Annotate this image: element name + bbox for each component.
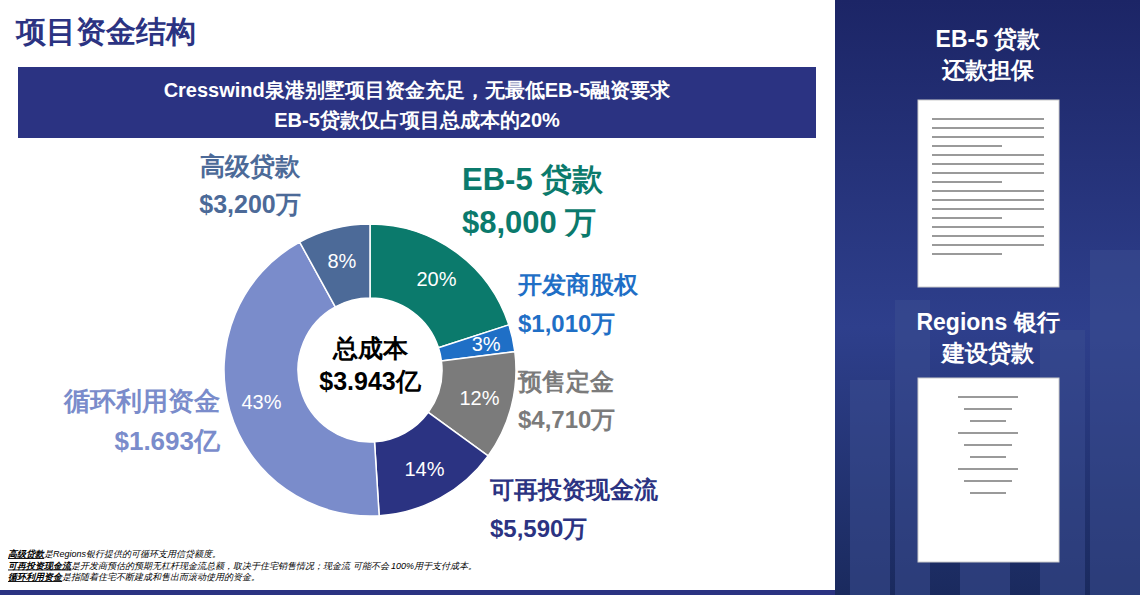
document-line: [932, 163, 1044, 165]
document-line: [932, 208, 1044, 210]
panel-heading: Regions 银行: [916, 309, 1059, 335]
donut-slice: [300, 224, 370, 307]
amount-label: $5,590万: [490, 515, 587, 542]
document-line: [970, 420, 1006, 422]
document-line: [932, 145, 1002, 147]
category-label: EB-5 贷款: [462, 162, 604, 197]
document-line: [958, 396, 1018, 398]
document-thumbnail: [918, 100, 1059, 287]
document-line: [932, 181, 1002, 183]
footnote: 循环利用资金是指随着住宅不断建成和售出而滚动使用的资金。: [8, 572, 260, 582]
footnote-text: 是指随着住宅不断建成和售出而滚动使用的资金。: [62, 572, 260, 582]
document-line: [964, 444, 1012, 446]
skyline: [1090, 250, 1140, 595]
banner: [18, 67, 816, 138]
document-line: [932, 190, 1044, 192]
footnote-term: 高级贷款: [8, 549, 45, 559]
percent-label: 20%: [416, 268, 456, 290]
center-label: 总成本: [332, 334, 409, 362]
percent-label: 14%: [404, 458, 444, 480]
percent-label: 3%: [472, 333, 501, 355]
document-line: [964, 408, 1012, 410]
percent-label: 12%: [459, 387, 499, 409]
category-label: 开发商股权: [517, 271, 639, 298]
footnote-term: 循环利用资金: [8, 572, 64, 582]
amount-label: $3,200万: [199, 190, 300, 218]
document-line: [958, 468, 1018, 470]
category-label: 可再投资现金流: [489, 476, 659, 503]
banner-text: EB-5贷款仅占项目总成本的20%: [274, 109, 560, 131]
document-line: [964, 480, 1012, 482]
footnote-text: 是开发商预估的预期无杠杆现金流总额，取决于住宅销售情况；现金流 可能不会 100…: [71, 561, 477, 571]
footnote: 高级贷款是Regions银行提供的可循环支用信贷额度。: [8, 549, 221, 559]
document-line: [932, 172, 1044, 174]
category-label: 预售定金: [517, 368, 614, 395]
panel-heading: EB-5 贷款: [936, 26, 1042, 52]
document-line: [970, 492, 1006, 494]
document-line: [932, 253, 1002, 255]
center-value: $3.943亿: [319, 367, 421, 395]
document-line: [932, 235, 1044, 237]
percent-label: 8%: [327, 250, 356, 272]
panel-heading: 建设贷款: [940, 340, 1035, 366]
footnote: 可再投资现金流是开发商预估的预期无杠杆现金流总额，取决于住宅销售情况；现金流 可…: [8, 561, 477, 571]
document-line: [932, 244, 1044, 246]
bottom-bar: [0, 590, 835, 595]
percent-label: 43%: [241, 391, 281, 413]
document-line: [932, 217, 1002, 219]
document-line: [958, 432, 1018, 434]
donut: [224, 224, 516, 516]
document-line: [932, 154, 1044, 156]
amount-label: $1,010万: [518, 310, 615, 337]
document-line: [932, 136, 1044, 138]
amount-label: $1.693亿: [114, 426, 221, 456]
footnote-text: 是Regions银行提供的可循环支用信贷额度。: [44, 549, 221, 559]
footnote-term: 可再投资现金流: [8, 561, 73, 571]
slide: 项目资金结构 Cresswind泉港别墅项目资金充足，无最低EB-5融资要求 EB-…: [0, 0, 1140, 595]
side-panel: [835, 0, 1140, 595]
category-label: 循环利用资金: [63, 386, 220, 416]
document-line: [932, 127, 1044, 129]
amount-label: $4,710万: [518, 406, 615, 433]
page-title: 项目资金结构: [15, 15, 196, 48]
document-line: [970, 456, 1006, 458]
document-thumbnail: [918, 378, 1059, 562]
skyline: [850, 380, 890, 595]
document-line: [932, 118, 1044, 120]
amount-label: $8,000 万: [462, 205, 596, 240]
document-line: [932, 226, 1044, 228]
document-line: [932, 199, 1044, 201]
panel-heading: 还款担保: [941, 57, 1035, 83]
category-label: 高级贷款: [200, 152, 301, 180]
donut-hole: [298, 298, 442, 442]
banner-text: Cresswind泉港别墅项目资金充足，无最低EB-5融资要求: [164, 79, 672, 101]
